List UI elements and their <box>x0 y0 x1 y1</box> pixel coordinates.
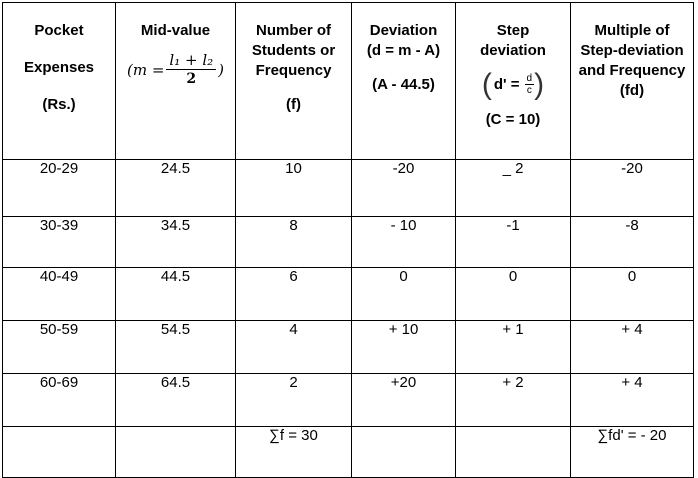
cell-fd: + 4 <box>570 320 694 374</box>
cell-fd: 0 <box>570 267 694 321</box>
total-empty-2 <box>115 426 236 478</box>
cell-dev: + 10 <box>351 320 456 374</box>
cell-step: _ 2 <box>455 159 571 217</box>
table-row: 40-49 44.5 6 0 0 0 <box>2 267 694 321</box>
cell-pocket: 20-29 <box>2 159 116 217</box>
cell-fd: -8 <box>570 216 694 268</box>
header-pocket-line3: (Rs.) <box>42 96 76 113</box>
cell-fd: + 4 <box>570 373 694 427</box>
cell-freq: 4 <box>235 320 352 374</box>
header-pocket-line2: Expenses <box>23 59 95 76</box>
table-row: 50-59 54.5 4 + 10 + 1 + 4 <box>2 320 694 374</box>
cell-freq: 10 <box>235 159 352 217</box>
cell-step: + 2 <box>455 373 571 427</box>
total-empty-4 <box>455 426 571 478</box>
header-frequency: Number of Students or Frequency (f) <box>235 2 352 160</box>
cell-step: 0 <box>455 267 571 321</box>
header-dev-line1: Deviation <box>369 22 438 39</box>
cell-dev: -20 <box>351 159 456 217</box>
header-freq-line2: Students or <box>251 42 336 59</box>
header-mid-title: Mid-value <box>140 22 211 39</box>
cell-step: -1 <box>455 216 571 268</box>
cell-mid: 64.5 <box>115 373 236 427</box>
header-step-deviation: Step deviation ( d' = d c ) (C = 10) <box>455 2 571 160</box>
total-empty-3 <box>351 426 456 478</box>
header-mult-line1: Multiple of <box>594 22 670 39</box>
step-formula-numerator: d <box>524 73 535 85</box>
mid-formula-numerator: l₁ + l₂ <box>166 51 217 70</box>
cell-pocket: 30-39 <box>2 216 116 268</box>
header-row: Pocket Expenses (Rs.) Mid-value (m = l₁ … <box>2 2 694 160</box>
cell-dev: +20 <box>351 373 456 427</box>
header-freq-line3: Frequency <box>255 62 332 79</box>
cell-dev: - 10 <box>351 216 456 268</box>
total-fd: ∑fd' = - 20 <box>570 426 694 478</box>
table-row: 20-29 24.5 10 -20 _ 2 -20 <box>2 159 694 217</box>
total-freq: ∑f = 30 <box>235 426 352 478</box>
header-step-line3: (C = 10) <box>485 110 541 128</box>
cell-freq: 6 <box>235 267 352 321</box>
header-dev-line3: (A - 44.5) <box>372 76 435 93</box>
header-multiple: Multiple of Step-deviation and Frequency… <box>570 2 694 160</box>
cell-freq: 8 <box>235 216 352 268</box>
header-mult-line4: (fd) <box>619 82 645 99</box>
cell-freq: 2 <box>235 373 352 427</box>
header-deviation: Deviation (d = m - A) (A - 44.5) <box>351 2 456 160</box>
header-freq-line1: Number of <box>256 22 331 39</box>
mid-formula-denominator: 2 <box>186 71 197 87</box>
header-mid-value: Mid-value (m = l₁ + l₂ 2 ) <box>115 2 236 160</box>
table-row: 30-39 34.5 8 - 10 -1 -8 <box>2 216 694 268</box>
header-step-line1: Step <box>496 22 530 39</box>
header-pocket-expenses: Pocket Expenses (Rs.) <box>2 2 116 160</box>
total-empty-1 <box>2 426 116 478</box>
mid-value-formula: (m = l₁ + l₂ 2 ) <box>127 51 224 88</box>
header-freq-line4: (f) <box>286 96 301 113</box>
totals-row: ∑f = 30 ∑fd' = - 20 <box>2 426 694 478</box>
cell-dev: 0 <box>351 267 456 321</box>
cell-pocket: 60-69 <box>2 373 116 427</box>
header-pocket-line1: Pocket <box>34 22 84 39</box>
cell-fd: -20 <box>570 159 694 217</box>
mid-formula-lhs: (m = <box>126 60 165 79</box>
step-formula-denominator: c <box>526 85 532 96</box>
mid-formula-close: ) <box>218 60 224 79</box>
header-mult-line3: and Frequency <box>578 62 686 79</box>
cell-mid: 34.5 <box>115 216 236 268</box>
step-deviation-formula: ( d' = d c ) <box>481 67 545 101</box>
header-step-line2: deviation <box>480 42 546 59</box>
cell-step: + 1 <box>455 320 571 374</box>
step-formula-lhs: d' = <box>493 75 520 93</box>
cell-mid: 24.5 <box>115 159 236 217</box>
table-row: 60-69 64.5 2 +20 + 2 + 4 <box>2 373 694 427</box>
cell-mid: 44.5 <box>115 267 236 321</box>
cell-pocket: 40-49 <box>2 267 116 321</box>
header-mult-line2: Step-deviation <box>580 42 684 59</box>
cell-mid: 54.5 <box>115 320 236 374</box>
header-dev-line2: (d = m - A) <box>366 42 441 59</box>
cell-pocket: 50-59 <box>2 320 116 374</box>
